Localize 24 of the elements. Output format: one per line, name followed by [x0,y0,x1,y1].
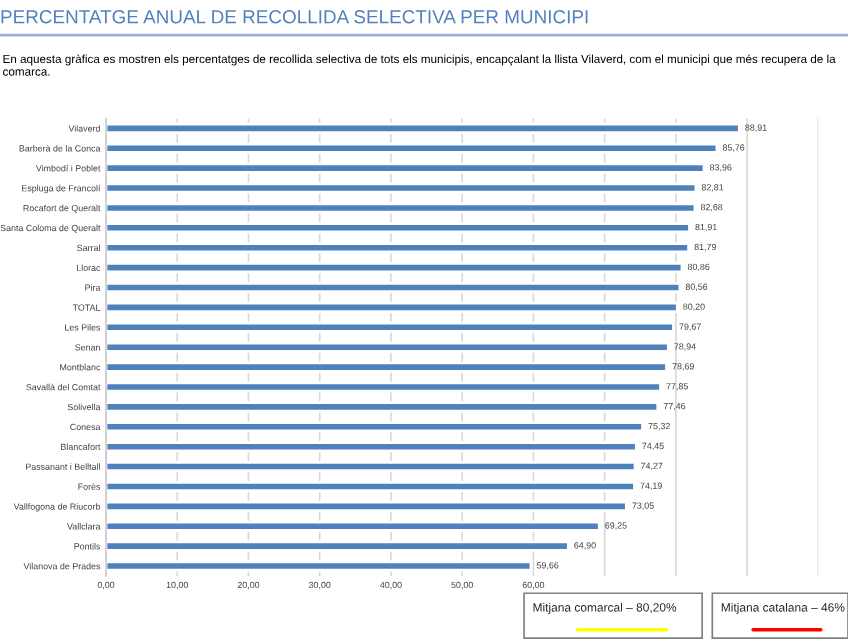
bar [106,361,668,373]
bar [106,142,719,154]
bar [106,162,706,174]
bar [106,540,570,552]
bar [106,281,682,294]
bar [106,441,638,453]
bar [106,262,684,274]
bar [106,301,679,313]
bar [106,202,697,214]
bar [106,520,601,532]
bar [106,182,698,194]
bar [106,401,660,413]
bar [106,242,690,254]
bar [106,341,670,353]
bar [106,480,636,493]
bar [106,321,675,333]
bar [106,381,662,393]
chart-title: PERCENTATGE ANUAL DE RECOLLIDA SELECTIVA PER MUNICIPI [1,10,588,24]
bar [106,222,691,234]
bar [106,560,533,572]
bar [106,421,644,433]
bar [106,122,741,134]
bar [106,461,637,473]
bar [106,500,628,512]
